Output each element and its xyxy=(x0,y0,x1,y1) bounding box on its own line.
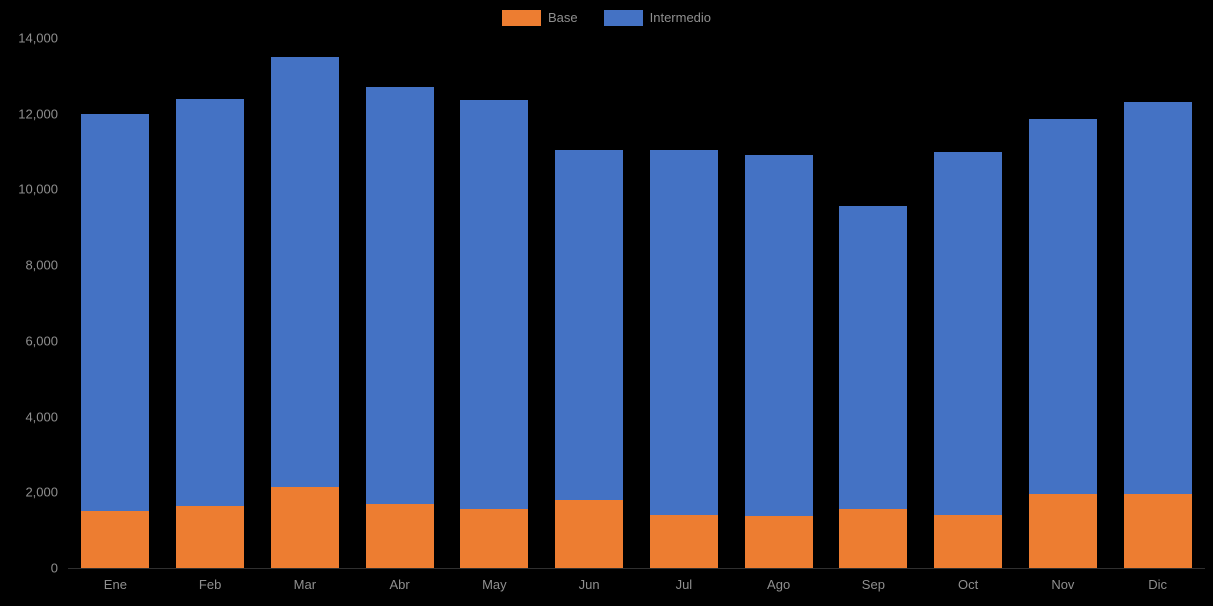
bar-segment-intermedio xyxy=(270,56,339,487)
bar-ene xyxy=(81,38,150,568)
plot-bars xyxy=(68,38,1205,568)
y-axis-tick-label: 4,000 xyxy=(25,409,58,425)
bar-segment-base xyxy=(649,515,718,568)
bar-abr xyxy=(365,38,434,568)
bar-slot-feb xyxy=(163,38,258,568)
x-axis-tick-label: Dic xyxy=(1148,577,1168,592)
bar-jun xyxy=(555,38,624,568)
bar-segment-intermedio xyxy=(365,87,434,504)
bar-segment-base xyxy=(176,505,245,568)
bar-ago xyxy=(744,38,813,568)
legend-item-base: Base xyxy=(501,10,578,26)
bar-mar xyxy=(270,38,339,568)
bar-segment-base xyxy=(460,509,529,568)
bar-segment-base xyxy=(555,499,624,568)
bar-slot-jun xyxy=(542,38,637,568)
bar-nov xyxy=(1028,38,1097,568)
bar-segment-intermedio xyxy=(744,155,813,516)
bar-segment-base xyxy=(934,515,1003,568)
x-axis-tick-label: Feb xyxy=(198,577,222,592)
bar-segment-base xyxy=(81,511,150,568)
x-axis-line xyxy=(68,568,1205,569)
bar-segment-intermedio xyxy=(934,151,1003,515)
bar-segment-intermedio xyxy=(460,100,529,510)
chart-legend: Base Intermedio xyxy=(0,8,1213,28)
y-axis-tick-label: 8,000 xyxy=(25,257,58,273)
bar-segment-base xyxy=(744,515,813,568)
x-axis-tick-label: Oct xyxy=(958,577,979,592)
x-axis-tick-label: Ene xyxy=(103,577,127,592)
bar-segment-intermedio xyxy=(176,98,245,506)
bar-feb xyxy=(176,38,245,568)
bar-segment-intermedio xyxy=(555,149,624,500)
bar-sep xyxy=(839,38,908,568)
bar-slot-abr xyxy=(352,38,447,568)
bar-segment-intermedio xyxy=(1123,102,1192,495)
y-axis-tick-label: 6,000 xyxy=(25,333,58,349)
bar-slot-oct xyxy=(921,38,1016,568)
bar-slot-sep xyxy=(826,38,921,568)
x-axis-tick-label: May xyxy=(482,577,507,592)
x-axis-tick-label: Sep xyxy=(861,577,885,592)
bar-segment-intermedio xyxy=(649,149,718,515)
bar-segment-intermedio xyxy=(1028,119,1097,495)
y-axis-tick-label: 0 xyxy=(50,560,58,576)
x-axis-tick-label: Mar xyxy=(293,577,317,592)
x-axis-tick-label: Jun xyxy=(578,577,600,592)
y-axis-tick-label: 10,000 xyxy=(18,181,58,197)
bar-segment-base xyxy=(1123,494,1192,568)
x-axis-tick-label: Nov xyxy=(1051,577,1075,592)
y-axis-tick-label: 14,000 xyxy=(18,30,58,46)
legend-label: Base xyxy=(547,10,578,25)
bar-segment-base xyxy=(839,509,908,568)
y-axis-tick-label: 2,000 xyxy=(25,484,58,500)
plot-area xyxy=(68,38,1205,568)
bar-segment-base xyxy=(270,486,339,568)
legend-swatch-base xyxy=(501,10,541,26)
bar-slot-ago xyxy=(731,38,826,568)
bar-jul xyxy=(649,38,718,568)
bar-slot-jul xyxy=(637,38,732,568)
bar-slot-nov xyxy=(1016,38,1111,568)
x-axis-tick-label: Ago xyxy=(767,577,791,592)
legend-label: Intermedio xyxy=(649,10,712,25)
bar-segment-intermedio xyxy=(839,206,908,510)
bar-oct xyxy=(934,38,1003,568)
bar-segment-intermedio xyxy=(81,113,150,512)
bar-slot-dic xyxy=(1110,38,1205,568)
bar-slot-may xyxy=(447,38,542,568)
y-axis: 0 2,000 4,000 6,000 8,000 10,000 12,000 14,000 xyxy=(0,31,58,576)
legend-item-intermedio: Intermedio xyxy=(603,10,712,26)
bar-may xyxy=(460,38,529,568)
bar-dic xyxy=(1123,38,1192,568)
bar-segment-base xyxy=(1028,494,1097,568)
bar-segment-base xyxy=(365,503,434,568)
legend-swatch-intermedio xyxy=(603,10,643,26)
y-axis-tick-label: 12,000 xyxy=(18,106,58,122)
x-axis-tick-label: Jul xyxy=(675,577,693,592)
x-axis-tick-label: Abr xyxy=(389,577,410,592)
bar-slot-ene xyxy=(68,38,163,568)
bar-slot-mar xyxy=(258,38,353,568)
x-axis: Ene Feb Mar Abr May Jun Jul Ago Sep Oct Nov Dic xyxy=(68,577,1205,597)
